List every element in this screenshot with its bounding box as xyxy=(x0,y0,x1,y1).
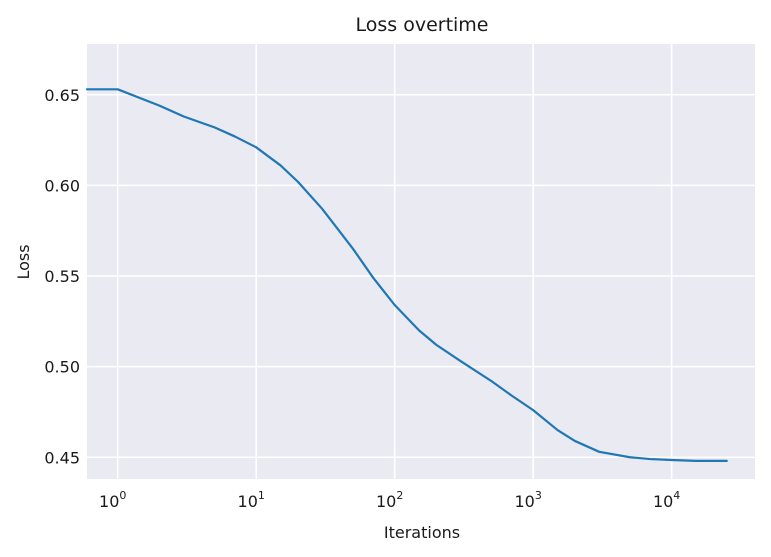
x-tick-exponent: 3 xyxy=(535,489,542,502)
x-tick-label: 100 xyxy=(99,489,126,511)
x-tick-exponent: 4 xyxy=(673,489,680,502)
x-tick-label: 104 xyxy=(653,489,680,511)
series-layer xyxy=(85,88,728,462)
x-tick-exponent: 2 xyxy=(396,489,403,502)
plot-area xyxy=(87,44,755,479)
x-tick-exponent: 0 xyxy=(119,489,126,502)
loss-line xyxy=(85,88,728,462)
x-tick-labels: 100 101 102 103 104 xyxy=(99,489,680,511)
x-tick-label: 103 xyxy=(514,489,541,511)
x-tick-label: 101 xyxy=(238,489,265,511)
chart-title: Loss overtime xyxy=(355,14,488,36)
x-tick-label: 102 xyxy=(376,489,403,511)
grid xyxy=(87,44,755,479)
y-tick-label: 0.50 xyxy=(44,358,80,377)
y-axis-label: Loss xyxy=(14,244,33,279)
x-axis-label: Iterations xyxy=(384,523,460,542)
x-tick-exponent: 1 xyxy=(258,489,265,502)
y-tick-labels: 0.45 0.50 0.55 0.60 0.65 xyxy=(44,86,80,468)
y-tick-label: 0.45 xyxy=(44,448,80,467)
y-tick-label: 0.60 xyxy=(44,176,80,195)
y-tick-label: 0.65 xyxy=(44,86,80,105)
y-tick-label: 0.55 xyxy=(44,267,80,286)
